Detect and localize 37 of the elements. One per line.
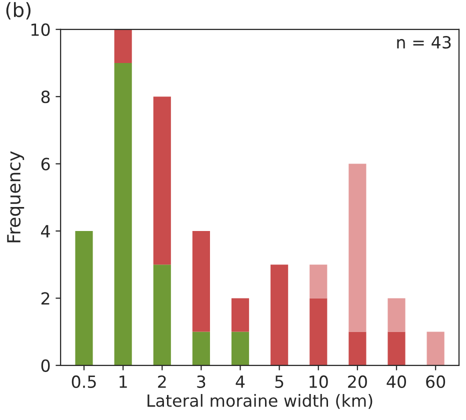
y-axis-title: Frequency <box>7 151 24 242</box>
bar <box>75 231 93 366</box>
bar <box>231 298 250 332</box>
bar <box>388 298 406 332</box>
x-tick-label: 40 <box>386 375 406 388</box>
bar <box>348 332 366 366</box>
x-tick-label: 60 <box>426 375 446 388</box>
bar <box>231 332 250 366</box>
x-tick-label: 4 <box>236 376 245 388</box>
bar <box>153 264 171 366</box>
y-tick-label: 10 <box>31 23 50 36</box>
x-tick-label: 2 <box>158 375 166 388</box>
text: (b) <box>6 2 31 20</box>
annotation: n = 43 <box>397 36 451 49</box>
y-tick-label: 6 <box>41 158 50 170</box>
bar <box>270 264 288 366</box>
bar <box>348 164 366 332</box>
bar <box>426 332 444 366</box>
y-tick-label: 0 <box>41 359 50 372</box>
x-tick-label: 5 <box>275 376 284 388</box>
x-axis-title: Lateral moraine width (km) <box>148 394 372 409</box>
bar <box>388 332 406 366</box>
x-tick-label: 0.5 <box>72 375 96 388</box>
bar <box>192 231 210 332</box>
x-tick-label: 3 <box>197 375 206 388</box>
x-tick-label: 10 <box>310 375 328 388</box>
y-tick-label: 8 <box>41 90 50 104</box>
x-tick-label: 20 <box>348 375 367 388</box>
bar <box>153 96 171 265</box>
bar <box>114 63 132 366</box>
y-tick-label: 4 <box>41 225 50 238</box>
y-tick-label: 2 <box>41 292 50 305</box>
x-tick-label: 1 <box>120 376 127 388</box>
bar <box>310 264 328 298</box>
bar <box>192 332 210 366</box>
bar <box>310 298 328 366</box>
bar <box>114 29 132 63</box>
